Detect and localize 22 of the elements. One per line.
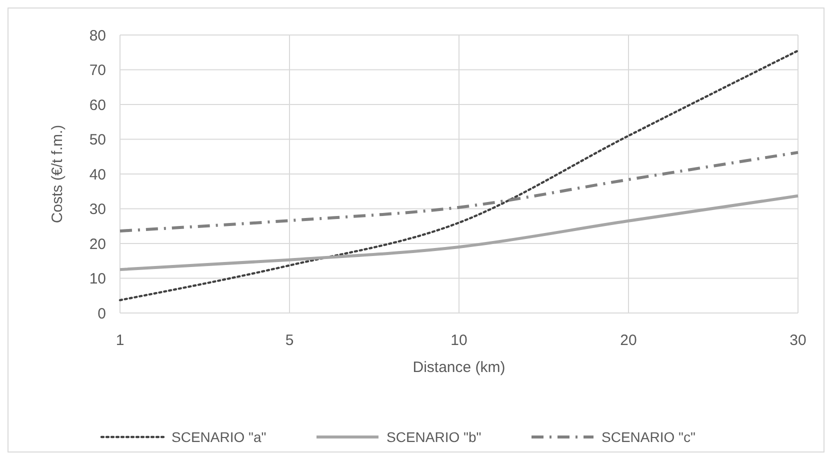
x-tick-label: 10	[450, 332, 468, 349]
line-series	[118, 50, 800, 302]
y-tick-label: 80	[89, 27, 106, 44]
legend-label: SCENARIO "a"	[172, 428, 266, 445]
y-tick-label: 50	[89, 132, 106, 148]
y-axis-title: Costs (€/t f.m.)	[49, 124, 66, 224]
x-axis-title: Distance (km)	[412, 359, 506, 376]
y-tick-label: 70	[89, 62, 106, 79]
legend-label: SCENARIO "b"	[386, 428, 482, 445]
y-tick-label: 30	[89, 201, 106, 218]
y-tick-label: 0	[98, 305, 106, 322]
line-series	[118, 194, 800, 272]
x-tick-label: 1	[116, 332, 124, 349]
x-tick-label: 5	[285, 332, 294, 349]
y-tick-label: 60	[89, 96, 106, 114]
x-tick-label: 30	[790, 332, 806, 349]
y-tick-label: 40	[89, 166, 106, 184]
legend-label: SCENARIO "c"	[602, 428, 696, 445]
line-series	[118, 150, 800, 232]
y-tick-label: 10	[89, 270, 106, 288]
x-tick-label: 20	[620, 332, 637, 349]
y-tick-label: 20	[89, 236, 106, 253]
